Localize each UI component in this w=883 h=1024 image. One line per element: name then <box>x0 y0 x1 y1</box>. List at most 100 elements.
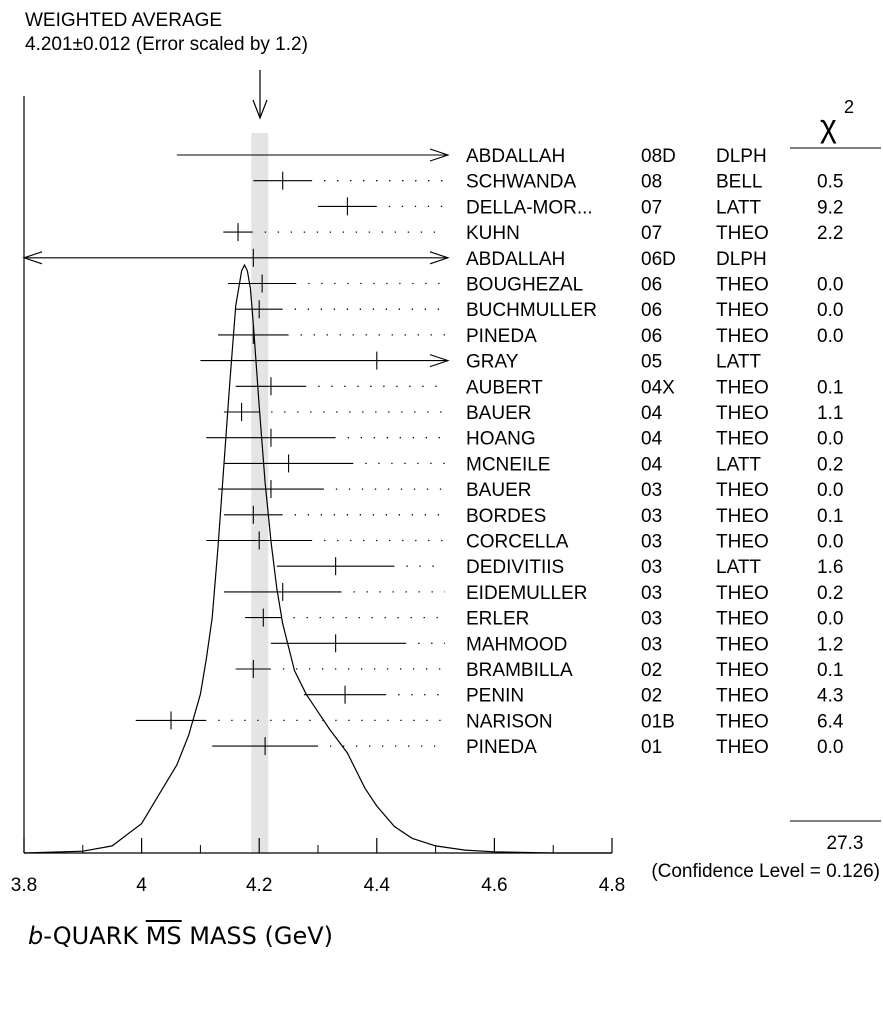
measurement-5 <box>228 274 445 293</box>
chi2-value: 0.1 <box>817 660 843 681</box>
year-label: 03 <box>641 480 662 501</box>
year-label: 03 <box>641 609 662 630</box>
chi2-value: 1.6 <box>817 557 843 578</box>
author-label: SCHWANDA <box>466 172 576 193</box>
arrow-right-icon <box>429 251 450 265</box>
technique-label: THEO <box>716 326 769 347</box>
author-label: BAUER <box>466 403 531 424</box>
technique-label: THEO <box>716 377 769 398</box>
x-tick-label: 4.8 <box>599 875 625 896</box>
chi2-value: 0.0 <box>817 609 843 630</box>
chi2-value: 0.1 <box>817 377 843 398</box>
chi2-value: 0.0 <box>817 737 843 758</box>
measurement-15 <box>206 531 445 550</box>
chi2-value: 0.5 <box>817 172 843 193</box>
year-label: 05 <box>641 352 662 373</box>
author-label: BAUER <box>466 480 531 501</box>
author-label: BUCHMULLER <box>466 300 597 321</box>
measurement-1 <box>253 171 445 190</box>
year-label: 03 <box>641 634 662 655</box>
measurement-0 <box>176 148 450 162</box>
measurement-21 <box>303 685 445 704</box>
arrow-right-icon <box>429 354 450 368</box>
technique-label: THEO <box>716 403 769 424</box>
chi2-value: 0.0 <box>817 429 843 450</box>
technique-label: THEO <box>716 737 769 758</box>
technique-label: THEO <box>716 634 769 655</box>
year-label: 04 <box>641 403 663 424</box>
x-axis-title-suffix: MASS (GeV) <box>181 922 334 950</box>
chi2-value: 4.3 <box>817 686 843 707</box>
measurement-12 <box>223 454 445 473</box>
measurement-18 <box>245 608 445 627</box>
chi2-total: 27.3 <box>827 833 864 854</box>
author-label: PINEDA <box>466 326 537 347</box>
technique-label: THEO <box>716 223 769 244</box>
year-label: 04 <box>641 454 663 475</box>
year-label: 08 <box>641 172 662 193</box>
measurement-14 <box>223 505 445 524</box>
chi2-value: 9.2 <box>817 197 843 218</box>
author-label: BORDES <box>466 506 546 527</box>
measurement-19 <box>270 634 445 653</box>
year-label: 06 <box>641 275 662 296</box>
chi2-value: 2.2 <box>817 223 843 244</box>
technique-label: THEO <box>716 429 769 450</box>
author-label: ERLER <box>466 609 529 630</box>
technique-label: LATT <box>716 557 761 578</box>
chi2-header-exponent: 2 <box>844 97 854 117</box>
technique-label: LATT <box>716 197 761 218</box>
year-label: 07 <box>641 223 662 244</box>
technique-label: THEO <box>716 275 769 296</box>
measurement-16 <box>276 557 445 576</box>
author-label: NARISON <box>466 711 553 732</box>
x-tick-label: 4.2 <box>246 875 272 896</box>
year-label: 04 <box>641 429 663 450</box>
measurement-23 <box>212 737 445 756</box>
author-label: PENIN <box>466 686 524 707</box>
year-label: 08D <box>641 146 676 167</box>
author-label: KUHN <box>466 223 520 244</box>
arrow-right-icon <box>429 148 450 162</box>
author-label: AUBERT <box>466 377 543 398</box>
technique-label: DLPH <box>716 249 767 270</box>
chi2-value: 0.0 <box>817 300 843 321</box>
year-label: 02 <box>641 686 662 707</box>
chi2-value: 0.1 <box>817 506 843 527</box>
measurement-11 <box>206 428 445 447</box>
chi2-value: 0.2 <box>817 454 843 475</box>
x-axis-title-ms: MS <box>145 922 182 950</box>
chi2-header: χ <box>820 108 837 144</box>
x-tick-label: 3.8 <box>11 875 37 896</box>
measurement-3 <box>223 223 445 242</box>
year-label: 07 <box>641 197 662 218</box>
measurement-22 <box>135 711 445 730</box>
author-label: MAHMOOD <box>466 634 567 655</box>
technique-label: THEO <box>716 480 769 501</box>
year-label: 06 <box>641 300 662 321</box>
x-axis-title-middle: -QUARK <box>43 922 146 950</box>
technique-label: THEO <box>716 660 769 681</box>
chi2-value: 1.2 <box>817 634 843 655</box>
author-label: GRAY <box>466 352 519 373</box>
technique-label: LATT <box>716 352 761 373</box>
year-label: 03 <box>641 583 662 604</box>
chart-title: WEIGHTED AVERAGE <box>25 10 223 31</box>
measurement-4 <box>22 248 450 267</box>
technique-label: THEO <box>716 532 769 553</box>
measurement-17 <box>223 582 445 601</box>
chi2-value: 0.0 <box>817 532 843 553</box>
technique-label: THEO <box>716 609 769 630</box>
technique-label: THEO <box>716 711 769 732</box>
x-tick-label: 4.6 <box>481 875 507 896</box>
x-tick-label: 4 <box>136 875 147 896</box>
author-label: EIDEMULLER <box>466 583 587 604</box>
technique-label: DLPH <box>716 146 767 167</box>
year-label: 03 <box>641 557 662 578</box>
weighted-average-arrow <box>252 70 268 120</box>
year-label: 04X <box>641 377 675 398</box>
author-label: BOUGHEZAL <box>466 275 583 296</box>
chi2-value: 0.0 <box>817 275 843 296</box>
ideogram-curve <box>23 263 612 854</box>
